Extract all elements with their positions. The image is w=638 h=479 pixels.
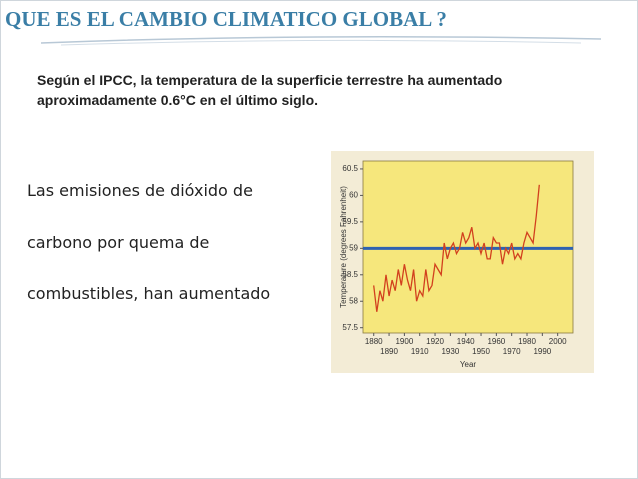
y-axis-label: Temperature (degrees Fahrenheit) (339, 186, 348, 308)
y-tick-label: 59.5 (342, 217, 358, 226)
y-tick-label: 57.5 (342, 323, 358, 332)
body-line: carbono por quema de (27, 233, 210, 252)
x-tick-label: 1940 (457, 337, 475, 346)
x-tick-label: 1970 (503, 347, 521, 356)
data-line (373, 184, 540, 312)
subtitle: Según el IPCC, la temperatura de la supe… (37, 70, 502, 110)
subtitle-line: Según el IPCC, la temperatura de la supe… (37, 72, 503, 88)
y-tick-label: 58.5 (342, 270, 358, 279)
y-tick-label: 60.5 (342, 164, 358, 173)
x-tick-label: 1980 (518, 337, 536, 346)
x-tick-label: 1880 (365, 337, 383, 346)
x-tick-label: 1890 (380, 347, 398, 356)
x-tick-label: 1960 (487, 337, 505, 346)
x-tick-label: 1930 (441, 347, 459, 356)
x-tick-label: 1920 (426, 337, 444, 346)
body-line: combustibles, han aumentado (27, 284, 271, 303)
y-tick-label: 58 (349, 296, 358, 305)
subtitle-line: aproximadamente 0.6°C en el último siglo… (37, 92, 319, 108)
x-tick-label: 1910 (411, 347, 429, 356)
x-tick-label: 2000 (549, 337, 567, 346)
x-tick-label: 1900 (395, 337, 413, 346)
title: QUE ES EL CAMBIO CLIMATICO GLOBAL ? (5, 7, 447, 31)
body-line: Las emisiones de dióxido de (27, 181, 253, 200)
x-tick-label: 1990 (533, 347, 551, 356)
x-axis-label: Year (460, 360, 477, 369)
y-tick-label: 59 (349, 243, 358, 252)
x-tick-label: 1950 (472, 347, 490, 356)
y-tick-label: 60 (349, 191, 358, 200)
decor-line (40, 36, 602, 46)
